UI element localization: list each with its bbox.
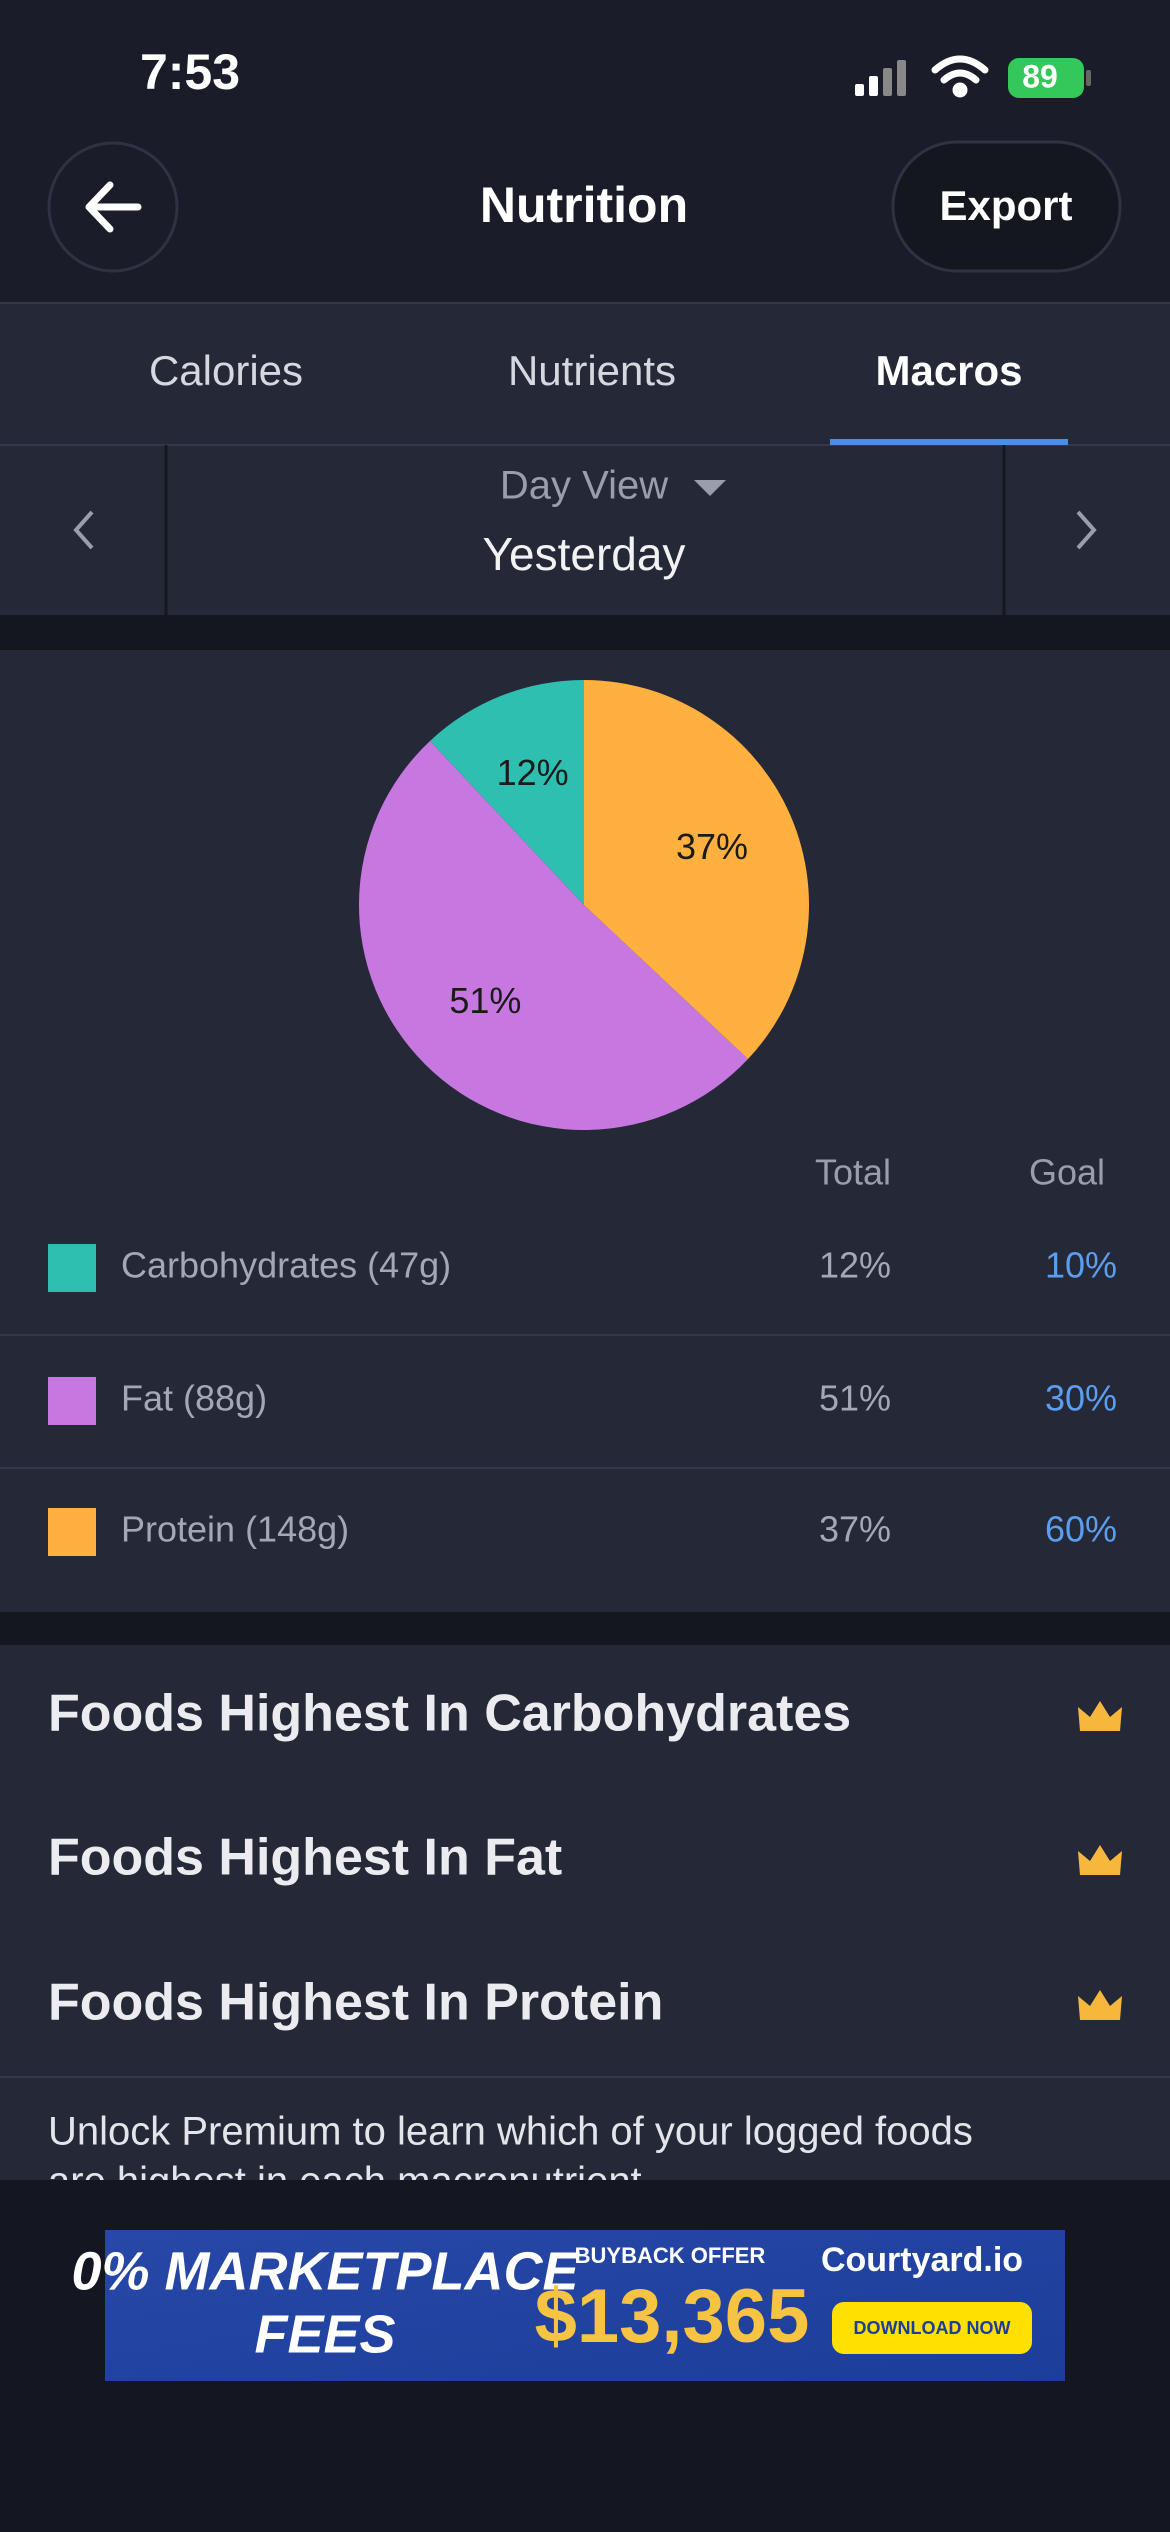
gap (0, 1612, 1170, 1645)
tab[interactable]: Calories (149, 347, 303, 394)
slice-label: 37% (676, 826, 748, 867)
date-label: Yesterday (483, 528, 686, 580)
ad-cta-label: DOWNLOAD NOW (854, 2318, 1011, 2338)
tab[interactable]: Nutrients (508, 347, 676, 394)
premium-text: Unlock Premium to learn which of your lo… (48, 2110, 973, 2154)
pie-slice (359, 740, 749, 1130)
ad-cta[interactable] (832, 2302, 1032, 2354)
premium-text-clip: Unlock Premium to learn which of your lo… (48, 2110, 973, 2204)
back-arrow (85, 181, 142, 233)
macro-name: Fat (88g) (121, 1378, 267, 1419)
section-title[interactable]: Foods Highest In Protein (48, 1974, 663, 2032)
macro-goal: 60% (1045, 1509, 1117, 1550)
macro-name: Protein (148g) (121, 1509, 349, 1550)
page-title: Nutrition (480, 177, 688, 233)
ad-headline: FEES (254, 2304, 395, 2364)
slice-label: 51% (449, 980, 521, 1021)
dropdown-caret (694, 480, 726, 496)
macro-total: 37% (819, 1509, 891, 1550)
legend-swatch (48, 1508, 96, 1556)
slice-label: 12% (497, 752, 569, 793)
section-title[interactable]: Foods Highest In Carbohydrates (48, 1685, 851, 1743)
export-label: Export (939, 182, 1072, 229)
tab-bar (0, 303, 1170, 445)
status-time: 7:53 (140, 44, 240, 100)
legend-swatch (48, 1377, 96, 1425)
section-title[interactable]: Foods Highest In Fat (48, 1829, 562, 1887)
tab[interactable]: Macros (875, 347, 1022, 394)
column-header: Goal (1029, 1152, 1105, 1193)
ad-amount: $13,365 (535, 2274, 810, 2359)
macro-goal: 10% (1045, 1245, 1117, 1286)
gap (0, 615, 1170, 650)
premium-crown (1078, 1845, 1122, 1875)
ad-brand: Courtyard.io (821, 2241, 1023, 2279)
pie-slice (429, 680, 584, 905)
battery-level: 89 (1022, 58, 1058, 94)
macro-goal: 30% (1045, 1378, 1117, 1419)
next-day[interactable] (1076, 510, 1097, 550)
battery (1008, 58, 1084, 98)
premium-crown (1078, 1701, 1122, 1731)
ad-headline: 0% MARKETPLACE (71, 2241, 580, 2301)
premium-text: are highest in each macronutrient. (48, 2160, 653, 2204)
premium-crown (1078, 1990, 1122, 2020)
signal-icon (855, 60, 906, 96)
wifi-icon (931, 55, 989, 98)
macro-total: 12% (819, 1245, 891, 1286)
foods-card (0, 1645, 1170, 2180)
date-nav (0, 445, 1170, 615)
export-button[interactable] (891, 140, 1122, 273)
legend-swatch (48, 1244, 96, 1292)
macro-name: Carbohydrates (47g) (121, 1245, 451, 1286)
tab-indicator (830, 439, 1068, 445)
pie-slice (584, 679, 809, 1060)
ad-offer: BUYBACK OFFER (575, 2243, 766, 2268)
prev-day[interactable] (73, 510, 94, 550)
battery-cap (1086, 70, 1091, 86)
column-header: Total (815, 1152, 891, 1193)
view-selector[interactable]: Day View (500, 464, 668, 508)
macro-total: 51% (819, 1378, 891, 1419)
